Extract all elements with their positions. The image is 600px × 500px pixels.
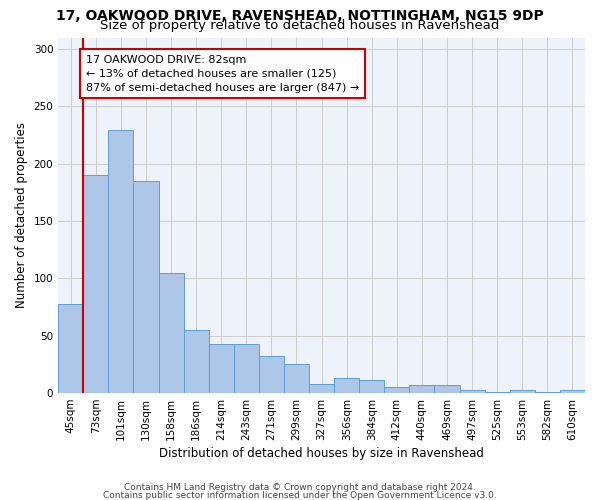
Bar xyxy=(83,175,109,393)
Bar xyxy=(560,390,585,393)
X-axis label: Distribution of detached houses by size in Ravenshead: Distribution of detached houses by size … xyxy=(159,447,484,460)
Bar xyxy=(485,392,510,393)
Text: Size of property relative to detached houses in Ravenshead: Size of property relative to detached ho… xyxy=(100,19,500,32)
Bar xyxy=(284,364,309,393)
Bar xyxy=(334,378,359,393)
Text: 17, OAKWOOD DRIVE, RAVENSHEAD, NOTTINGHAM, NG15 9DP: 17, OAKWOOD DRIVE, RAVENSHEAD, NOTTINGHA… xyxy=(56,9,544,23)
Bar xyxy=(510,390,535,393)
Bar xyxy=(158,272,184,393)
Bar xyxy=(434,385,460,393)
Bar xyxy=(309,384,334,393)
Bar xyxy=(58,304,83,393)
Bar xyxy=(259,356,284,393)
Bar xyxy=(359,380,385,393)
Bar xyxy=(209,344,234,393)
Bar xyxy=(460,390,485,393)
Bar xyxy=(535,392,560,393)
Text: 17 OAKWOOD DRIVE: 82sqm
← 13% of detached houses are smaller (125)
87% of semi-d: 17 OAKWOOD DRIVE: 82sqm ← 13% of detache… xyxy=(86,54,359,92)
Bar xyxy=(184,330,209,393)
Bar xyxy=(409,385,434,393)
Bar xyxy=(109,130,133,393)
Text: Contains public sector information licensed under the Open Government Licence v3: Contains public sector information licen… xyxy=(103,490,497,500)
Y-axis label: Number of detached properties: Number of detached properties xyxy=(15,122,28,308)
Bar xyxy=(385,388,409,393)
Bar xyxy=(234,344,259,393)
Bar xyxy=(133,181,158,393)
Text: Contains HM Land Registry data © Crown copyright and database right 2024.: Contains HM Land Registry data © Crown c… xyxy=(124,484,476,492)
